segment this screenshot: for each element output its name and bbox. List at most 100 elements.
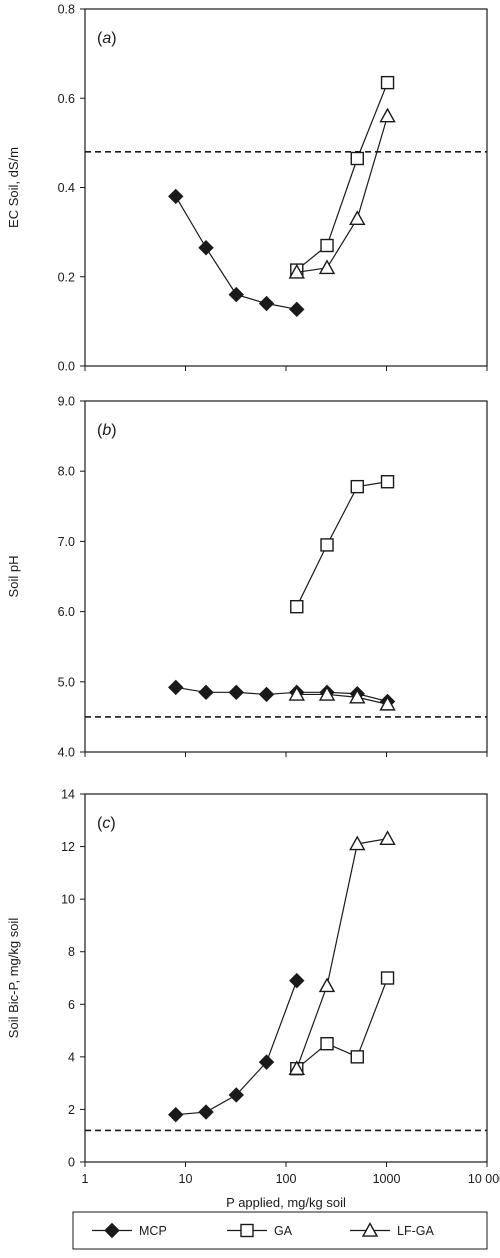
series-mcp: [168, 679, 396, 710]
data-point-mcp: [258, 295, 275, 312]
data-point-mcp: [198, 1104, 214, 1120]
y-axis-label: Soil pH: [6, 556, 21, 598]
series-ga: [290, 475, 395, 614]
data-point-lf-ga: [288, 685, 305, 701]
data-point-mcp: [228, 1087, 244, 1103]
series-line-ga: [296, 977, 389, 1070]
series-ga: [290, 971, 395, 1076]
panel-a: 0.0 0.2 0.4 0.6 0.8 EC Soil, dS/m (a): [6, 3, 488, 374]
data-point-lf-ga: [288, 263, 305, 279]
series-lf-ga: [288, 685, 396, 711]
y-axis-label: EC Soil, dS/m: [6, 147, 21, 228]
y-tick-label: 2: [68, 1103, 75, 1117]
data-point-ga: [350, 151, 364, 166]
data-point-lf-ga: [379, 830, 396, 845]
y-axis-label: Soil Bic-P, mg/kg soil: [6, 918, 21, 1039]
y-tick-label: 8.0: [58, 465, 75, 479]
series-line-lf-ga: [296, 838, 388, 1069]
y-tick-label: 9.0: [58, 395, 75, 409]
y-tick-label: 8: [68, 945, 75, 959]
data-point-lf-ga: [379, 107, 396, 123]
data-point-lf-ga: [318, 685, 336, 701]
data-point-mcp: [198, 240, 214, 256]
data-point-lf-ga: [349, 835, 366, 851]
series-line-lf-ga: [296, 115, 389, 273]
legend-entry-mcp: MCP: [92, 1222, 167, 1239]
data-point-lf-ga: [349, 688, 366, 704]
data-point-mcp: [289, 972, 305, 989]
data-point-ga: [380, 75, 395, 90]
data-point-lf-ga: [379, 695, 396, 711]
y-tick-label: 4: [68, 1050, 75, 1064]
data-point-mcp: [168, 188, 184, 205]
data-point-ga: [320, 1037, 334, 1051]
panel-c: 0 2 4 6 8 10 12 14 1 10 100 1000 10 000 Soil Bic-P, m…: [6, 788, 500, 1211]
data-point-mcp: [198, 684, 214, 701]
data-point-ga: [290, 599, 304, 614]
data-point-ga: [320, 538, 334, 552]
data-point-ga: [350, 1050, 364, 1064]
data-point-lf-ga: [318, 259, 336, 275]
legend-box: [72, 1211, 488, 1250]
y-tick-label: 0.0: [58, 360, 75, 374]
data-point-mcp: [258, 686, 275, 703]
data-point-mcp: [289, 301, 305, 318]
x-tick-label: 1000: [373, 1172, 401, 1186]
plot-frame: [84, 400, 488, 753]
series-mcp: [168, 188, 305, 318]
legend-label: GA: [274, 1224, 293, 1238]
series-line-ga: [296, 481, 388, 607]
series-ga: [290, 75, 395, 277]
y-tick-label: 0.4: [58, 181, 75, 195]
x-tick-label: 10 000: [468, 1172, 500, 1186]
y-tick-label: 12: [61, 840, 75, 854]
legend-label: LF-GA: [397, 1224, 434, 1238]
data-point-mcp: [168, 679, 184, 696]
data-point-ga: [380, 475, 395, 489]
legend-entry-ga: GA: [227, 1223, 293, 1238]
legend-label: MCP: [139, 1224, 167, 1238]
y-tick-label: 0.8: [58, 3, 75, 17]
series-line-lf-ga: [296, 693, 388, 705]
x-tick-label: 100: [276, 1172, 297, 1186]
plot-frame: [84, 8, 488, 367]
series-lf-ga: [288, 830, 396, 1075]
panel-tag: (c): [97, 815, 116, 832]
data-point-ga: [350, 479, 364, 494]
y-tick-label: 5.0: [58, 675, 75, 689]
y-tick-label: 14: [61, 788, 75, 802]
data-point-lf-ga: [288, 1060, 305, 1075]
data-point-lf-ga: [349, 210, 366, 226]
panel-tag: (b): [97, 422, 117, 439]
x-axis-label: P applied, mg/kg soil: [226, 1195, 346, 1210]
data-point-ga: [320, 238, 334, 253]
data-point-ga: [380, 971, 395, 985]
legend-marker-mcp: [104, 1222, 120, 1239]
plot-frame: [84, 793, 488, 1163]
y-tick-label: 6.0: [58, 605, 75, 619]
legend-entry-lf-ga: LF-GA: [350, 1222, 434, 1238]
x-tick-label: 1: [82, 1172, 89, 1186]
series-mcp: [168, 972, 305, 1123]
data-point-mcp: [168, 1106, 184, 1123]
x-tick-label: 10: [179, 1172, 193, 1186]
y-tick-label: 0: [68, 1156, 75, 1170]
y-tick-label: 7.0: [58, 535, 75, 549]
legend: MCP GA LF-GA: [72, 1211, 488, 1250]
data-point-mcp: [258, 1054, 275, 1070]
y-tick-label: 0.2: [58, 270, 75, 284]
data-point-mcp: [228, 684, 244, 701]
y-tick-label: 6: [68, 998, 75, 1012]
series-lf-ga: [288, 107, 396, 279]
y-tick-label: 4.0: [58, 746, 75, 760]
legend-marker-lf-ga: [361, 1222, 379, 1237]
series-line-ga: [296, 82, 389, 271]
y-tick-label: 10: [61, 893, 75, 907]
data-point-lf-ga: [318, 977, 336, 993]
legend-marker-ga: [240, 1223, 254, 1238]
panel-tag: (a): [97, 30, 117, 47]
data-point-mcp: [228, 286, 244, 303]
panel-b: 4.0 5.0 6.0 7.0 8.0 9.0 Soil pH (b): [6, 395, 488, 760]
y-tick-label: 0.6: [58, 92, 75, 106]
